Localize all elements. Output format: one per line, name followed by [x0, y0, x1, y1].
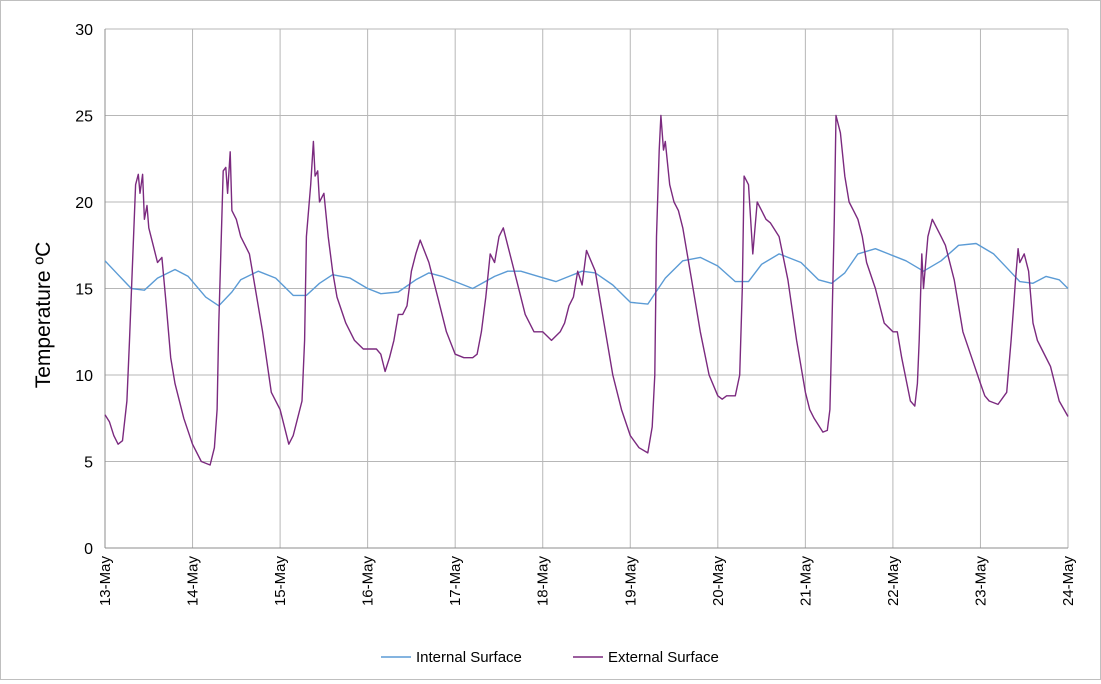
x-tick-label: 24-May: [1060, 556, 1077, 607]
y-tick-label: 5: [84, 455, 93, 472]
y-tick-label: 25: [75, 109, 93, 126]
x-tick-label: 23-May: [972, 556, 989, 607]
x-tick-label: 21-May: [797, 556, 814, 607]
gridlines: [104, 28, 1069, 549]
series-layer: [104, 114, 1069, 466]
x-tick-label: 16-May: [360, 556, 377, 607]
y-tick-labels: 0 5 10 15 20 25 30: [75, 22, 93, 558]
y-axis-label: Temperature ºC: [32, 242, 55, 389]
y-tick-label: 20: [75, 195, 93, 212]
x-tick-label: 20-May: [710, 556, 727, 607]
y-tick-label: 15: [75, 282, 93, 299]
y-tick-label: 0: [84, 541, 93, 558]
series-line-external-surface: [104, 114, 1069, 466]
series-line-internal-surface: [104, 242, 1069, 307]
x-tick-label: 13-May: [97, 556, 114, 607]
y-tick-label: 30: [75, 22, 93, 39]
x-tick-label: 15-May: [272, 556, 289, 607]
x-tick-label: 18-May: [535, 556, 552, 607]
x-tick-label: 14-May: [185, 556, 202, 607]
legend-label-external-surface: External Surface: [608, 649, 719, 666]
x-tick-label: 19-May: [622, 556, 639, 607]
x-tick-labels: 13-May 14-May 15-May 16-May 17-May 18-May 19-M…: [97, 556, 1077, 607]
x-tick-label: 17-May: [447, 556, 464, 607]
legend: Internal Surface External Surface: [381, 649, 719, 666]
legend-label-internal-surface: Internal Surface: [416, 649, 522, 666]
x-tick-label: 22-May: [885, 556, 902, 607]
y-tick-label: 10: [75, 368, 93, 385]
